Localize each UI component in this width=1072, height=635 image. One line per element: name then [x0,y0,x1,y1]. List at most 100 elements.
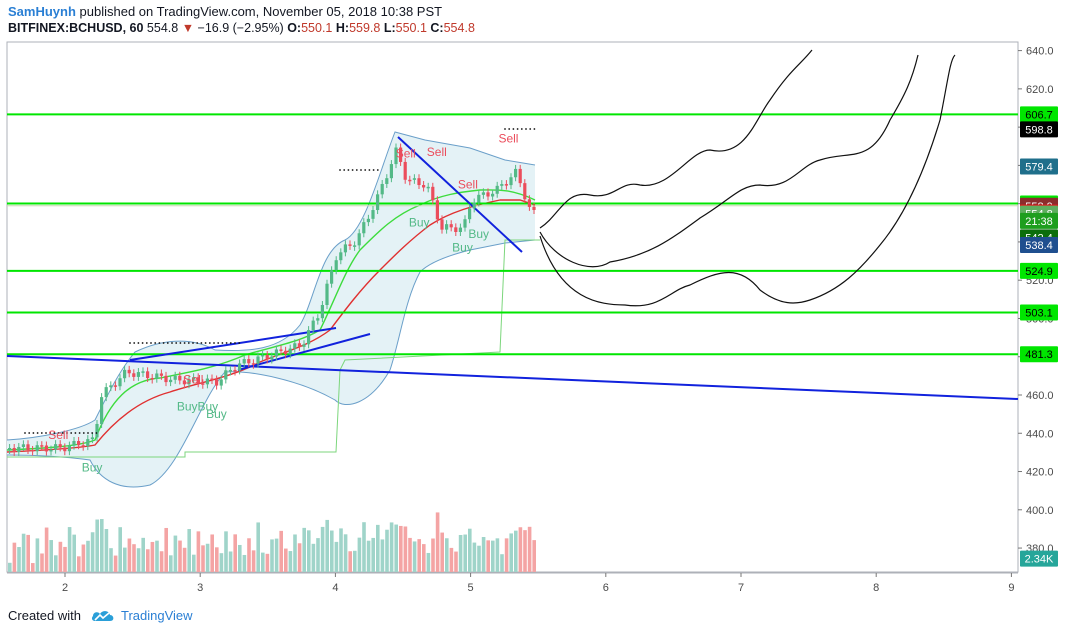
candle-body[interactable] [210,378,214,381]
candle-body[interactable] [201,383,205,385]
candle-body[interactable] [509,177,513,186]
candle-body[interactable] [205,378,209,385]
candle-body[interactable] [472,202,476,209]
candle-body[interactable] [316,318,320,321]
candle-body[interactable] [31,449,35,452]
candle-body[interactable] [366,218,370,223]
candle-body[interactable] [132,373,136,377]
candle-body[interactable] [242,359,246,364]
candle-body[interactable] [35,445,39,452]
candle-body[interactable] [173,375,177,380]
candle-body[interactable] [454,227,458,232]
trend-line-upper[interactable] [129,327,337,361]
candle-body[interactable] [357,233,361,246]
candle-body[interactable] [514,168,518,178]
candle-body[interactable] [261,354,265,357]
candle-body[interactable] [445,224,449,230]
candle-body[interactable] [463,219,467,228]
candle-body[interactable] [81,445,85,447]
candle-body[interactable] [164,375,168,383]
candle-body[interactable] [169,379,173,383]
candle-body[interactable] [380,183,384,195]
candle-body[interactable] [40,445,44,447]
candle-body[interactable] [127,369,131,374]
candle-body[interactable] [495,185,499,194]
candle-body[interactable] [334,260,338,271]
candle-body[interactable] [532,206,536,210]
candle-body[interactable] [353,245,357,247]
candle-body[interactable] [371,210,375,219]
candle-body[interactable] [238,363,242,371]
candle-body[interactable] [385,178,389,184]
candle-body[interactable] [284,350,288,355]
candle-body[interactable] [302,344,306,347]
plot-area[interactable] [6,41,1019,573]
projection-path-1[interactable] [539,49,813,229]
candle-body[interactable] [219,379,223,386]
candle-body[interactable] [123,369,127,379]
candle-body[interactable] [63,447,67,452]
candle-body[interactable] [256,356,260,364]
candle-body[interactable] [408,179,412,182]
candle-body[interactable] [86,439,90,447]
candle-body[interactable] [481,192,485,195]
candle-body[interactable] [435,200,439,220]
candle-body[interactable] [233,369,237,372]
candle-body[interactable] [90,437,94,440]
candle-body[interactable] [118,378,122,387]
author-name[interactable]: SamHuynh [8,4,76,19]
candle-body[interactable] [67,445,71,452]
candle-body[interactable] [265,354,269,360]
projection-path-3[interactable] [539,54,956,307]
candle-body[interactable] [330,270,334,284]
candle-body[interactable] [491,193,495,197]
candle-body[interactable] [247,359,251,364]
candle-body[interactable] [146,371,150,379]
candle-body[interactable] [376,194,380,211]
candle-body[interactable] [523,183,527,200]
candle-body[interactable] [49,449,53,452]
candle-body[interactable] [362,222,366,234]
candle-body[interactable] [270,356,274,360]
candle-body[interactable] [417,178,421,186]
candle-body[interactable] [325,283,329,305]
candle-body[interactable] [440,219,444,230]
candle-body[interactable] [228,369,232,372]
candle-body[interactable] [311,320,315,331]
candle-body[interactable] [104,387,108,398]
candle-body[interactable] [26,444,30,450]
candle-body[interactable] [72,441,76,446]
candle-body[interactable] [343,244,347,253]
candle-body[interactable] [182,380,186,385]
candle-body[interactable] [500,184,504,186]
candle-body[interactable] [192,377,196,380]
candle-body[interactable] [449,224,453,228]
candle-body[interactable] [293,343,297,349]
trend-line-down[interactable] [397,136,523,253]
candle-body[interactable] [187,379,191,385]
candle-body[interactable] [44,445,48,452]
candle-body[interactable] [431,186,435,201]
candle-body[interactable] [320,304,324,319]
candle-body[interactable] [274,349,278,357]
candle-body[interactable] [159,373,163,376]
candle-body[interactable] [307,330,311,345]
candle-body[interactable] [458,227,462,232]
candle-body[interactable] [95,423,99,438]
candle-body[interactable] [399,147,403,162]
candle-body[interactable] [348,244,352,246]
candle-body[interactable] [196,377,200,384]
candle-body[interactable] [426,186,430,189]
candle-body[interactable] [477,194,481,203]
candle-body[interactable] [279,349,283,351]
candle-body[interactable] [109,385,113,388]
candle-body[interactable] [339,252,343,261]
candle-body[interactable] [394,147,398,165]
candle-body[interactable] [178,375,182,381]
candle-body[interactable] [412,178,416,180]
candle-body[interactable] [422,185,426,188]
candle-body[interactable] [8,448,12,450]
candle-body[interactable] [504,184,508,186]
candle-body[interactable] [58,444,62,448]
